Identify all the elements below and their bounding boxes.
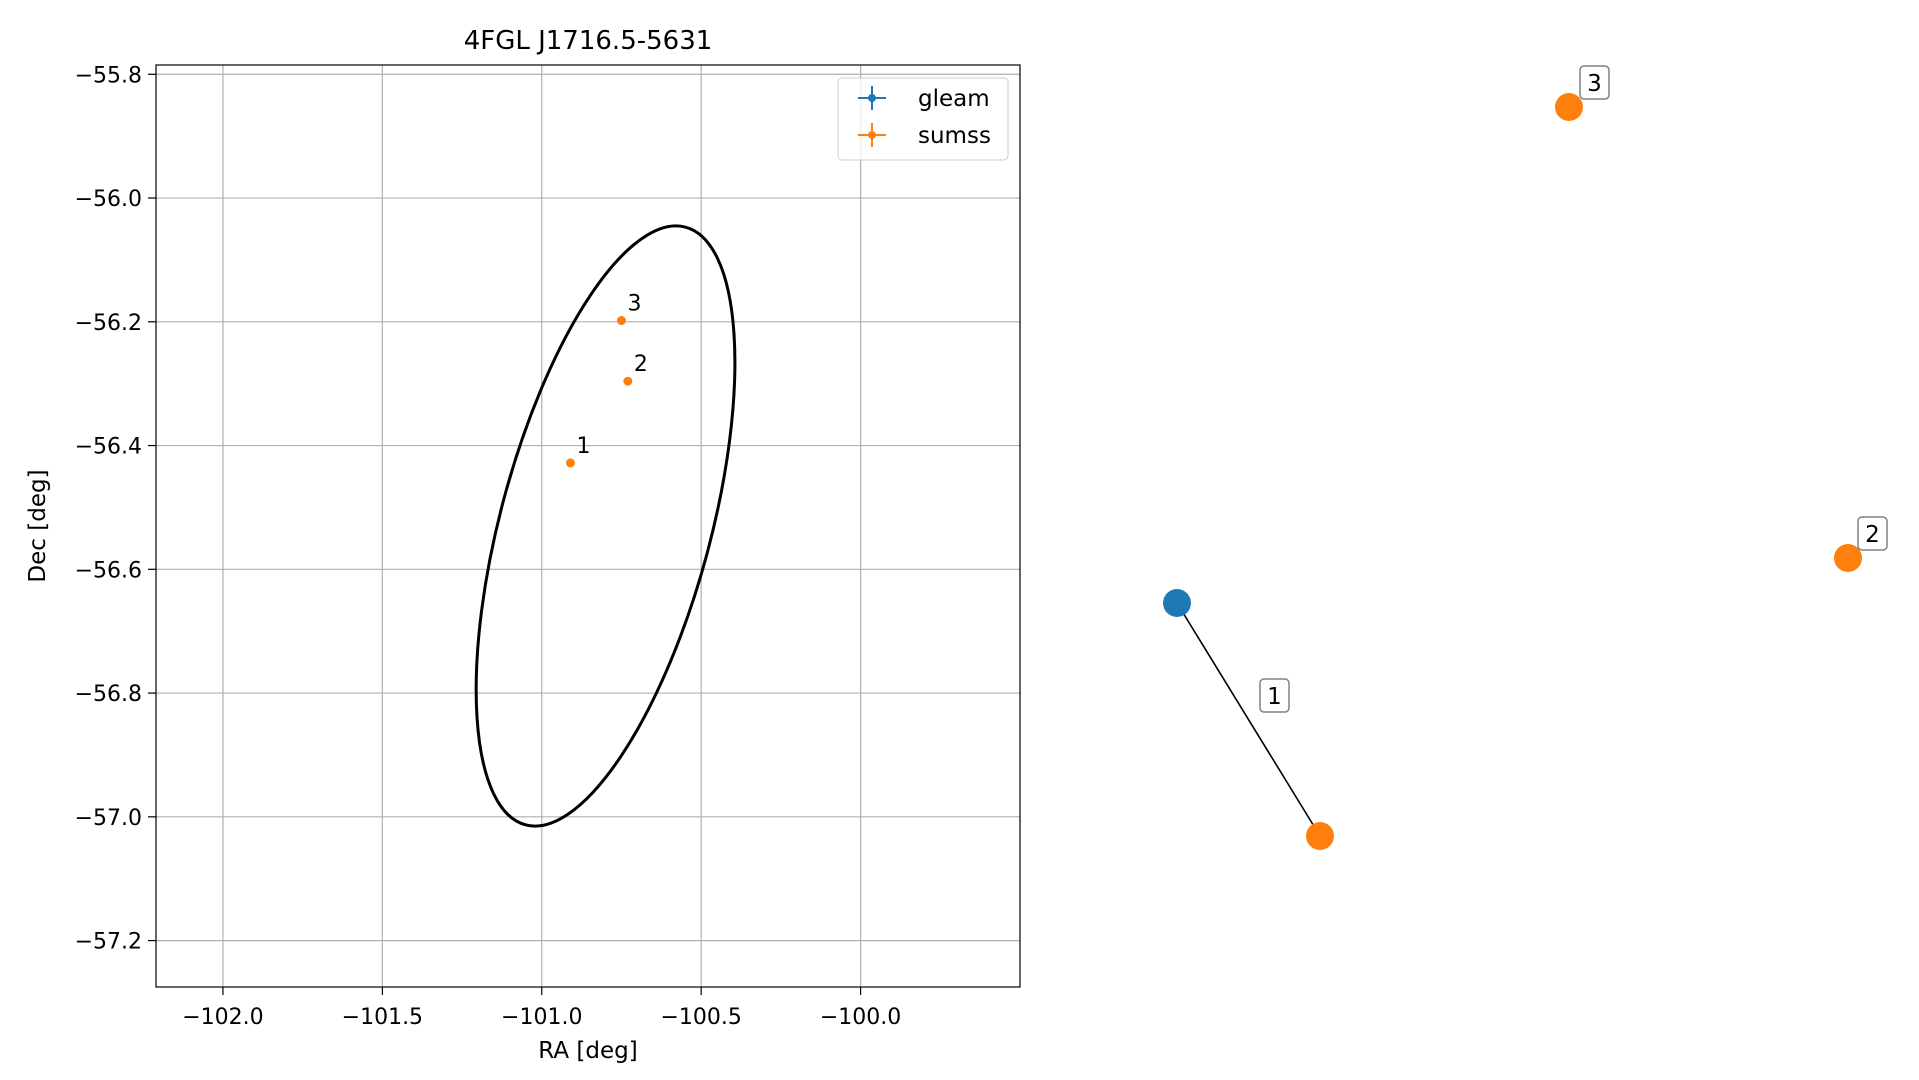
node-label-3: 3	[1579, 65, 1610, 100]
x-axis-label: RA [deg]	[538, 1038, 637, 1064]
legend-dot-sumss	[868, 131, 876, 139]
network-node-sumss-3	[1555, 93, 1583, 121]
x-tick-label: −101.0	[501, 1005, 582, 1030]
scatter-panel: 1 2 3 −102.0 −101.5 −101.0 −100.5 −100.0 −55.8…	[25, 26, 1021, 1064]
data-points: 1 2 3	[565, 292, 648, 468]
chart-title: 4FGL J1716.5-5631	[464, 26, 713, 56]
axes-frame	[155, 64, 1021, 988]
edge-label-1-box	[1259, 678, 1290, 713]
x-axis-ticks: −102.0 −101.5 −101.0 −100.5 −100.0	[182, 987, 901, 1030]
network-node-gleam	[1163, 589, 1191, 617]
y-tick-label: −56.6	[75, 558, 142, 583]
x-tick-label: −100.0	[820, 1005, 901, 1030]
error-ellipse	[474, 224, 737, 828]
x-tick-label: −100.5	[660, 1005, 741, 1030]
data-point-sumss-3	[616, 316, 626, 326]
x-tick-label: −102.0	[182, 1005, 263, 1030]
y-tick-label: −56.2	[75, 311, 142, 336]
network-edge-1	[1176, 602, 1321, 837]
y-axis-ticks: −55.8 −56.0 −56.2 −56.4 −56.6 −56.8 −57.0 −57.2	[75, 63, 156, 955]
data-point-sumss-2	[623, 376, 633, 386]
data-point-label-2: 2	[634, 352, 648, 377]
network-node-sumss-1	[1306, 822, 1334, 850]
legend-entry-sumss: sumss	[858, 123, 991, 149]
data-point-label-1: 1	[576, 434, 590, 459]
node-label-3-text: 3	[1587, 71, 1602, 97]
legend-label-sumss: sumss	[918, 123, 991, 149]
y-tick-label: −55.8	[75, 63, 142, 88]
network-panel: 1 2 3	[1163, 65, 1888, 850]
y-axis-label: Dec [deg]	[25, 469, 51, 582]
legend-label-gleam: gleam	[918, 86, 990, 112]
data-point-sumss-1	[565, 458, 575, 468]
node-label-3-box	[1579, 65, 1610, 100]
node-label-2: 2	[1857, 516, 1888, 551]
edge-label-1: 1	[1259, 678, 1290, 713]
legend-entry-gleam: gleam	[858, 86, 990, 112]
edge-label-1-text: 1	[1267, 684, 1282, 710]
network-node-sumss-2	[1834, 544, 1862, 572]
legend: gleam sumss	[837, 77, 1009, 161]
error-ellipse-layer	[474, 224, 737, 828]
y-tick-label: −56.0	[75, 187, 142, 212]
legend-dot-gleam	[868, 94, 876, 102]
y-tick-label: −57.0	[75, 806, 142, 831]
y-tick-label: −56.4	[75, 435, 142, 460]
x-tick-label: −101.5	[342, 1005, 423, 1030]
node-label-2-box	[1857, 516, 1888, 551]
node-label-2-text: 2	[1865, 522, 1880, 548]
y-tick-label: −56.8	[75, 682, 142, 707]
grid-lines	[156, 65, 1020, 987]
data-point-label-3: 3	[627, 292, 641, 317]
y-tick-label: −57.2	[75, 930, 142, 955]
